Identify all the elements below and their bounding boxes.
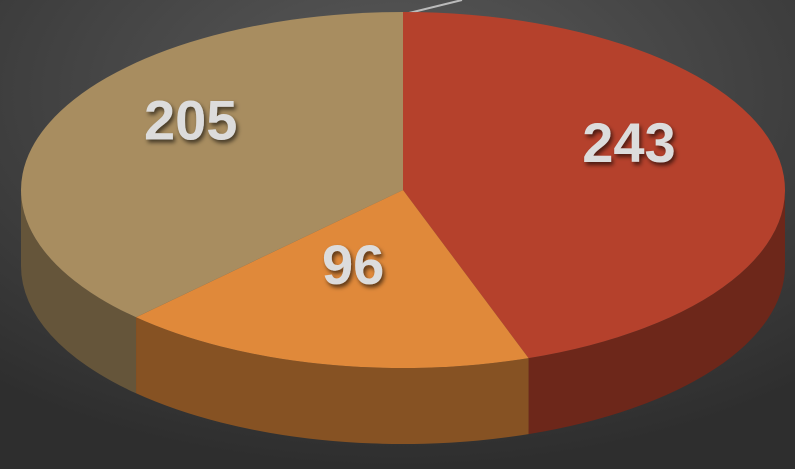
value-label: 243 [582,111,675,174]
value-label: 96 [322,233,384,296]
slice [21,12,403,318]
slice [136,190,529,368]
slice-tops [21,12,785,368]
slice [403,12,785,359]
value-labels: 243 96 205 [144,88,676,296]
slice-side [528,190,785,435]
slice-side [21,190,137,394]
slice-sides [21,190,785,444]
value-label: 205 [144,88,237,151]
slice-side [136,317,529,444]
leader-line [404,0,463,15]
